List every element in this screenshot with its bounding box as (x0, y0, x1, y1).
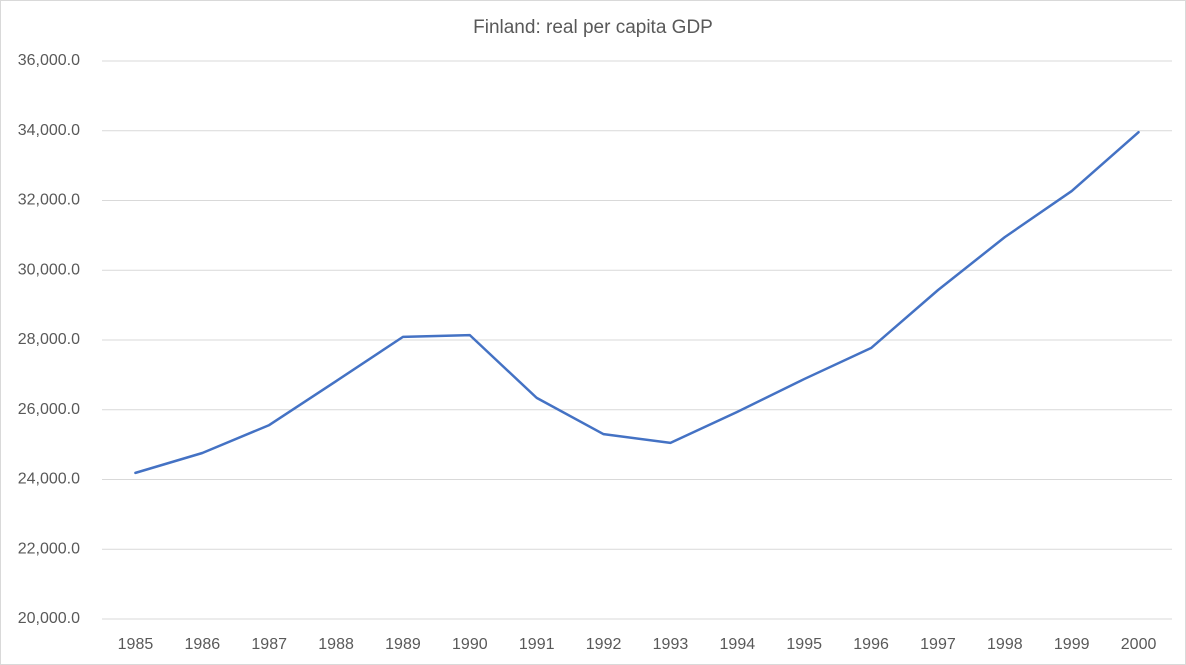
y-tick-label: 36,000.0 (18, 52, 80, 69)
x-tick-label: 1993 (653, 636, 689, 653)
x-tick-label: 1996 (853, 636, 889, 653)
x-tick-label: 1999 (1054, 636, 1090, 653)
x-tick-label: 1989 (385, 636, 421, 653)
chart-title: Finland: real per capita GDP (473, 17, 713, 38)
x-tick-label: 1994 (720, 636, 756, 653)
x-tick-label: 1988 (318, 636, 354, 653)
y-tick-label: 34,000.0 (18, 122, 80, 139)
y-tick-label: 24,000.0 (18, 471, 80, 488)
x-tick-label: 1986 (185, 636, 221, 653)
x-tick-label: 1995 (786, 636, 822, 653)
x-tick-label: 1985 (118, 636, 154, 653)
x-tick-label: 2000 (1121, 636, 1157, 653)
x-tick-label: 1997 (920, 636, 956, 653)
data-line (134, 130, 1140, 475)
x-tick-label: 1991 (519, 636, 555, 653)
x-tick-label: 1987 (251, 636, 287, 653)
x-tick-label: 1992 (586, 636, 622, 653)
x-tick-label: 1998 (987, 636, 1023, 653)
y-tick-label: 22,000.0 (18, 540, 80, 557)
y-tick-label: 30,000.0 (18, 261, 80, 278)
y-tick-label: 32,000.0 (18, 192, 80, 209)
y-tick-label: 20,000.0 (18, 610, 80, 627)
y-tick-label: 28,000.0 (18, 331, 80, 348)
x-tick-label: 1990 (452, 636, 488, 653)
y-tick-label: 26,000.0 (18, 401, 80, 418)
